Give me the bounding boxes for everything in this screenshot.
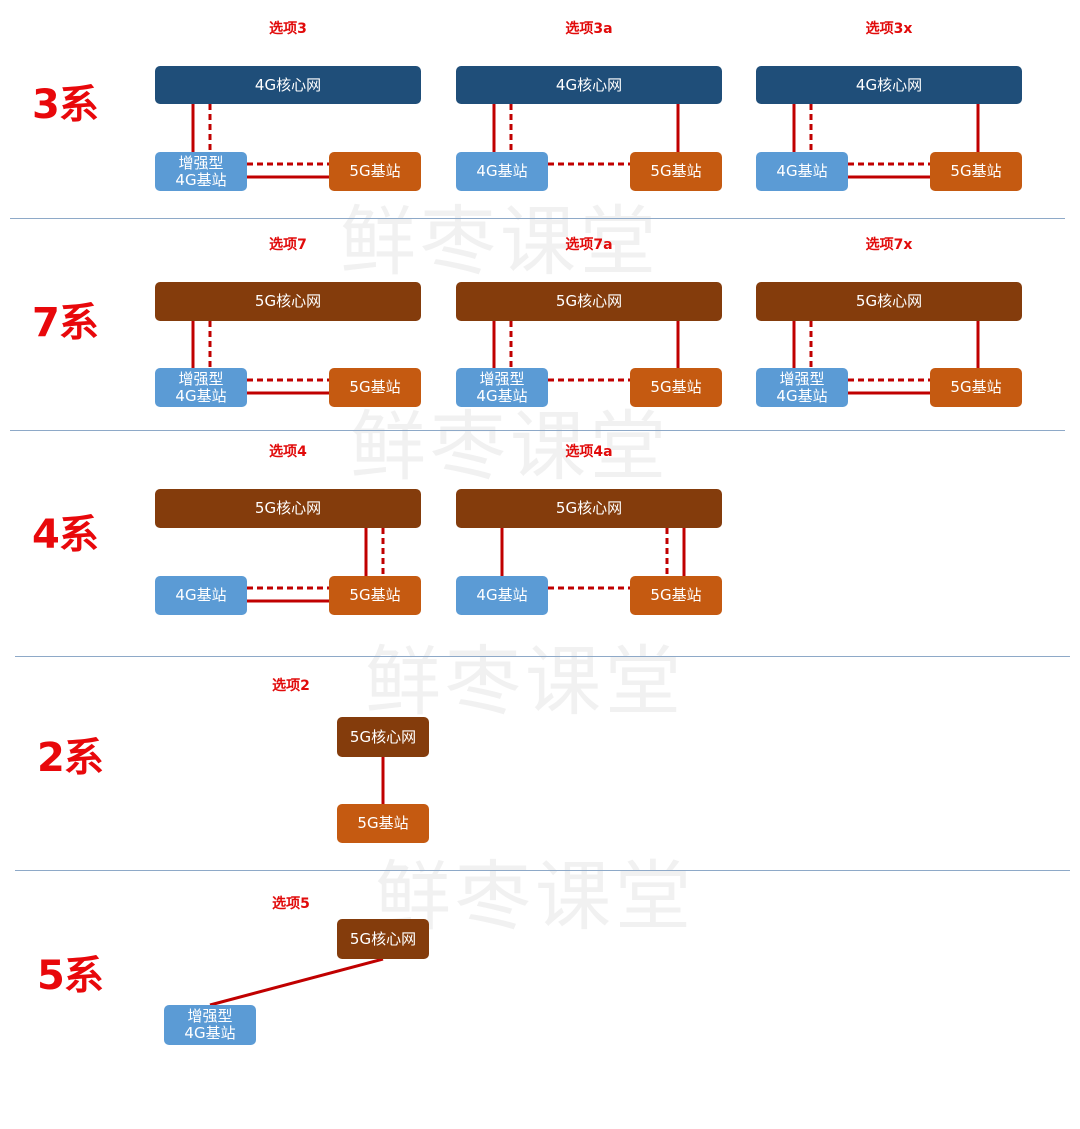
core-network-box: 4G核心网 — [155, 66, 421, 104]
option-label-7x: 选项7x — [865, 237, 913, 253]
core-network-box: 5G核心网 — [337, 717, 429, 757]
series-label-4: 4系 — [32, 512, 99, 558]
nr-base-station-box: 5G基站 — [930, 152, 1022, 191]
lte-base-station-box: 增强型 4G基站 — [456, 368, 548, 407]
core-network-box: 5G核心网 — [337, 919, 429, 959]
nr-base-station-box: 5G基站 — [630, 576, 722, 615]
watermark: 鲜枣课堂 — [365, 637, 685, 726]
watermark: 鲜枣课堂 — [350, 402, 670, 491]
nr-base-station-box: 5G基站 — [337, 804, 429, 843]
nr-base-station-box: 5G基站 — [329, 368, 421, 407]
watermark: 鲜枣课堂 — [340, 197, 660, 286]
core-network-box: 5G核心网 — [155, 282, 421, 321]
lte-base-station-box: 4G基站 — [155, 576, 247, 615]
core-network-box: 5G核心网 — [456, 489, 722, 528]
core-network-box: 5G核心网 — [155, 489, 421, 528]
nr-base-station-box: 5G基站 — [930, 368, 1022, 407]
lte-base-station-box: 增强型 4G基站 — [155, 368, 247, 407]
core-network-box: 4G核心网 — [756, 66, 1022, 104]
ng-link — [209, 957, 384, 1007]
core-network-box: 5G核心网 — [456, 282, 722, 321]
option-label-3x: 选项3x — [865, 21, 913, 37]
lte-base-station-box: 4G基站 — [456, 152, 548, 191]
nr-base-station-box: 5G基站 — [329, 576, 421, 615]
lte-base-station-box: 4G基站 — [456, 576, 548, 615]
lte-base-station-box: 增强型 4G基站 — [164, 1005, 256, 1045]
option-label-3: 选项3 — [269, 21, 307, 37]
nr-base-station-box: 5G基站 — [630, 368, 722, 407]
lte-base-station-box: 增强型 4G基站 — [756, 368, 848, 407]
lte-base-station-box: 增强型 4G基站 — [155, 152, 247, 191]
option-label-7a: 选项7a — [565, 237, 613, 253]
section-divider — [15, 656, 1070, 657]
section-divider — [15, 870, 1070, 871]
series-label-2: 2系 — [37, 735, 104, 781]
option-label-2: 选项2 — [272, 678, 310, 694]
core-network-box: 5G核心网 — [756, 282, 1022, 321]
option-label-7: 选项7 — [269, 237, 307, 253]
option-label-4: 选项4 — [269, 444, 307, 460]
series-label-3: 3系 — [32, 82, 99, 128]
series-label-7: 7系 — [32, 300, 99, 346]
option-label-4a: 选项4a — [565, 444, 613, 460]
core-network-box: 4G核心网 — [456, 66, 722, 104]
option-label-5: 选项5 — [272, 896, 310, 912]
series-label-5: 5系 — [37, 953, 104, 999]
nr-base-station-box: 5G基站 — [630, 152, 722, 191]
section-divider — [10, 218, 1065, 219]
lte-base-station-box: 4G基站 — [756, 152, 848, 191]
option-label-3a: 选项3a — [565, 21, 613, 37]
nr-base-station-box: 5G基站 — [329, 152, 421, 191]
section-divider — [10, 430, 1065, 431]
